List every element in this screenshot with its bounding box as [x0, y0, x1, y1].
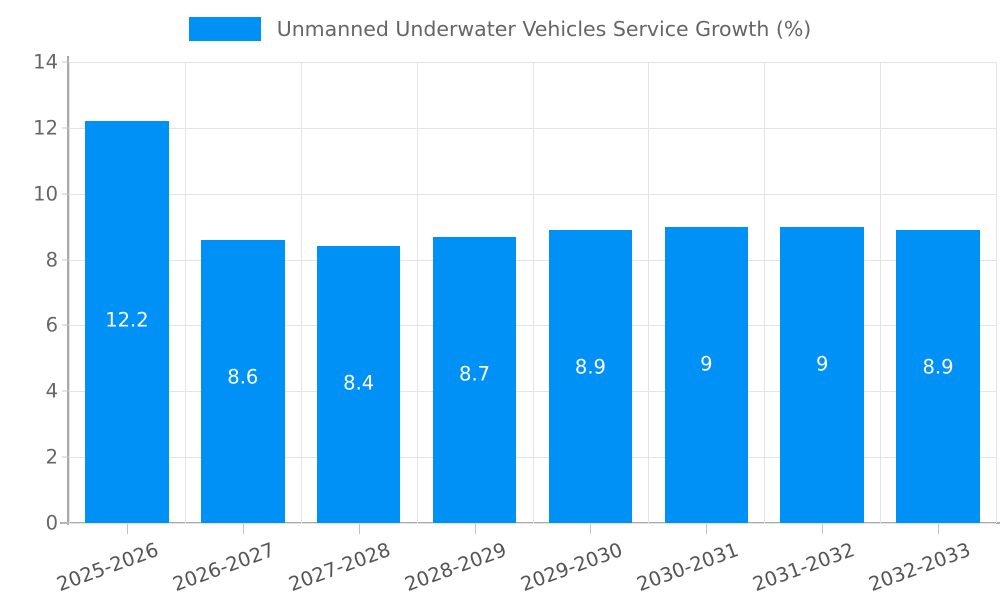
- x-axis-tick-mark: [358, 524, 360, 534]
- bar-value-label: 8.9: [922, 355, 954, 379]
- y-axis-tick-mark: [62, 390, 69, 392]
- y-axis-tick-label: 0: [45, 511, 58, 535]
- gridline-horizontal: [69, 193, 996, 195]
- y-axis-tick-label: 8: [45, 247, 58, 271]
- bar[interactable]: [201, 239, 285, 523]
- legend-color-swatch: [188, 17, 261, 41]
- chart-legend[interactable]: Unmanned Underwater Vehicles Service Gro…: [0, 12, 1000, 46]
- y-axis-tick-label: 12: [33, 116, 58, 140]
- x-axis-tick-mark: [706, 524, 708, 534]
- bar-value-label: 12.2: [105, 308, 149, 332]
- x-axis-tick-mark: [590, 524, 592, 534]
- y-axis-tick-label: 2: [45, 445, 58, 469]
- x-axis-tick-mark: [822, 524, 824, 534]
- y-axis-tick-mark: [62, 324, 69, 326]
- bar[interactable]: [664, 226, 749, 523]
- gridline-vertical: [185, 62, 186, 523]
- x-axis-tick-mark: [242, 524, 244, 534]
- gridline-vertical: [764, 62, 765, 523]
- gridline-vertical: [533, 62, 534, 523]
- plot-area: [69, 62, 997, 524]
- y-axis-tick-mark: [62, 456, 69, 458]
- gridline-vertical: [880, 62, 881, 523]
- gridline-horizontal: [69, 391, 996, 393]
- gridline-vertical: [996, 62, 997, 523]
- bar-value-label: 8.6: [227, 365, 259, 389]
- x-axis-tick-label: 2025-2026: [54, 538, 162, 597]
- x-axis-tick-mark: [474, 524, 476, 534]
- bar-value-label: 9: [700, 351, 713, 375]
- bar[interactable]: [896, 229, 980, 523]
- gridline-horizontal: [69, 523, 996, 524]
- bar-value-label: 8.4: [343, 371, 375, 395]
- x-axis-tick-label: 2032-2033: [865, 538, 973, 597]
- gridline-horizontal: [69, 127, 996, 129]
- y-axis-tick-mark: [62, 193, 69, 195]
- y-axis-tick-mark: [62, 522, 69, 524]
- bar[interactable]: [316, 246, 401, 523]
- bar[interactable]: [548, 229, 633, 523]
- y-axis-tick-mark: [62, 61, 69, 63]
- y-axis-tick-label: 10: [33, 181, 58, 205]
- gridline-horizontal: [69, 325, 996, 327]
- bar[interactable]: [780, 226, 864, 523]
- x-axis-tick-label: 2028-2029: [401, 538, 510, 597]
- legend-label: Unmanned Underwater Vehicles Service Gro…: [276, 16, 812, 41]
- gridline-horizontal: [69, 62, 996, 63]
- y-axis-tick-mark: [62, 127, 69, 129]
- bar-value-label: 9: [815, 351, 829, 375]
- bar[interactable]: [85, 121, 169, 523]
- x-axis-tick-mark: [126, 524, 128, 534]
- gridline-vertical: [301, 62, 302, 523]
- x-axis-tick-mark: [938, 524, 940, 534]
- y-axis-tick-label: 6: [45, 313, 58, 337]
- gridline-vertical: [417, 62, 418, 523]
- gridline-vertical: [69, 62, 70, 523]
- x-axis-tick-label: 2026-2027: [169, 538, 278, 597]
- bar[interactable]: [432, 236, 517, 523]
- gridline-horizontal: [69, 259, 996, 261]
- y-axis-tick-labels: 0 2 4 6 8 10 12 14: [0, 0, 58, 600]
- bar-value-label: 8.7: [459, 361, 491, 385]
- gridline-vertical: [648, 62, 649, 523]
- gridline-horizontal: [69, 457, 996, 459]
- x-axis-tick-label: 2030-2031: [633, 538, 742, 597]
- y-axis-tick-mark: [62, 259, 69, 261]
- x-axis-tick-label: 2027-2028: [285, 538, 394, 597]
- y-axis-line: [67, 56, 69, 525]
- x-axis-tick-label: 2029-2030: [517, 538, 626, 597]
- x-axis-tick-label: 2031-2032: [749, 538, 858, 597]
- y-axis-tick-label: 4: [45, 379, 58, 403]
- bar-value-label: 8.9: [574, 355, 606, 379]
- y-axis-tick-label: 14: [33, 50, 58, 74]
